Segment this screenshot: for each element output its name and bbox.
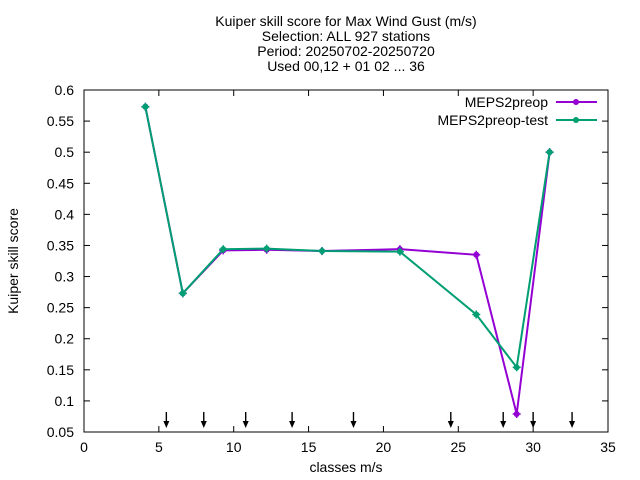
data-point [512,409,521,418]
legend-item: MEPS2preop-test [438,112,597,128]
title-line: Period: 20250702-20250720 [257,43,435,59]
y-axis: 0.05 0.1 0.15 0.2 0.25 0.3 0.35 0.4 0.45 0.5 0.55 0… [47,82,608,440]
data-point [219,245,228,254]
threshold-arrow [289,412,296,428]
x-tick-label: 35 [600,439,616,455]
threshold-arrow [200,412,207,428]
y-tick-label: 0.5 [55,144,75,160]
data-point [178,289,187,298]
data-point [512,363,521,372]
series-line [144,106,551,415]
legend-label: MEPS2preop-test [438,112,549,128]
threshold-arrow [569,412,576,428]
data-point [472,250,481,259]
title-line: Kuiper skill score for Max Wind Gust (m/… [215,13,476,29]
legend-marker [573,117,579,123]
data-point [141,102,150,111]
threshold-arrow [163,412,170,428]
series-line [144,106,551,370]
series-meps2preop [141,102,554,418]
y-tick-label: 0.05 [47,424,74,440]
title-line: Used 00,12 + 01 02 ... 36 [267,58,425,74]
threshold-arrow [350,412,357,428]
x-tick-label: 15 [301,439,317,455]
y-tick-label: 0.2 [55,331,75,347]
threshold-arrows [163,412,576,428]
y-tick-label: 0.35 [47,237,74,253]
x-axis-label: classes m/s [309,459,382,475]
y-tick-label: 0.3 [55,269,75,285]
threshold-arrow [500,412,507,428]
x-tick-label: 25 [450,439,466,455]
y-tick-label: 0.45 [47,175,74,191]
x-tick-label: 10 [226,439,242,455]
threshold-arrow [530,412,537,428]
series-group [141,102,554,418]
y-tick-label: 0.6 [55,82,75,98]
x-tick-label: 5 [155,439,163,455]
chart-title: Kuiper skill score for Max Wind Gust (m/… [215,13,476,74]
threshold-arrow [242,412,249,428]
data-point [472,310,481,319]
y-tick-label: 0.15 [47,362,74,378]
data-point [545,148,554,157]
y-tick-label: 0.55 [47,113,74,129]
data-point [318,247,327,256]
x-axis: 0 5 10 15 20 25 30 35 [80,90,616,455]
data-point [262,244,271,253]
legend-label: MEPS2preop [465,94,548,110]
legend-marker [573,99,579,105]
legend-item: MEPS2preop [465,94,597,110]
x-tick-label: 20 [376,439,392,455]
x-tick-label: 30 [525,439,541,455]
x-tick-label: 0 [80,439,88,455]
title-line: Selection: ALL 927 stations [262,28,430,44]
legend: MEPS2preop MEPS2preop-test [438,94,597,128]
threshold-arrow [447,412,454,428]
plot-frame [83,89,609,433]
y-tick-label: 0.4 [55,206,75,222]
series-meps2preop-test [141,102,554,372]
data-point [395,247,404,256]
y-axis-label: Kuiper skill score [5,208,21,314]
y-tick-label: 0.1 [55,393,75,409]
y-tick-label: 0.25 [47,300,74,316]
